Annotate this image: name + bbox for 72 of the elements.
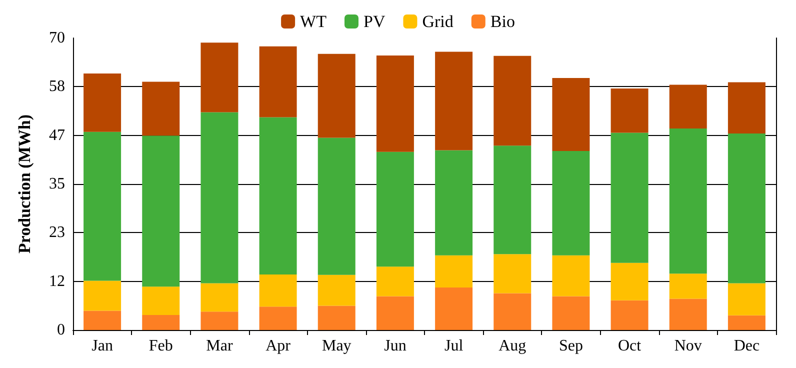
bar	[669, 84, 707, 129]
bar	[376, 152, 414, 267]
y-tick-label: 58	[49, 78, 65, 96]
bar	[318, 274, 356, 306]
legend-label: Bio	[490, 12, 515, 31]
bar	[259, 274, 297, 307]
bar	[494, 254, 532, 294]
legend-label: Grid	[422, 12, 454, 31]
bar	[84, 132, 122, 281]
x-tick-label: Oct	[618, 338, 642, 354]
legend-label: WT	[300, 12, 328, 31]
x-tick-label: Feb	[148, 338, 173, 354]
bar	[610, 88, 648, 133]
bar	[435, 255, 473, 288]
x-tick-label: Dec	[734, 338, 760, 354]
bar	[728, 315, 766, 330]
bar	[259, 117, 297, 275]
bar	[435, 287, 473, 330]
x-tick-label: Sep	[558, 338, 583, 354]
bar	[84, 280, 122, 311]
bar	[435, 52, 473, 150]
bar	[318, 138, 356, 275]
x-tick-label: May	[322, 338, 352, 354]
bar	[142, 286, 180, 315]
bar	[728, 82, 766, 134]
x-tick-label: Apr	[266, 338, 292, 354]
bar	[376, 56, 414, 152]
bar	[552, 78, 590, 152]
bar	[84, 310, 122, 330]
y-tick-label: 23	[49, 224, 65, 242]
x-tick-label: Jan	[92, 338, 113, 354]
y-axis-title: Production (MWh)	[15, 114, 34, 254]
bar	[494, 56, 532, 146]
bar	[200, 112, 238, 284]
bar	[669, 298, 707, 330]
bar	[84, 73, 122, 132]
x-tick-label: Nov	[674, 338, 702, 354]
bar	[376, 296, 414, 330]
bar	[376, 266, 414, 296]
bar	[318, 306, 356, 330]
bar	[552, 255, 590, 296]
bar	[494, 146, 532, 254]
bar	[610, 300, 648, 330]
y-tick-label: 35	[49, 176, 65, 192]
bar	[728, 283, 766, 316]
bar	[200, 283, 238, 312]
bar	[610, 262, 648, 300]
bar	[142, 314, 180, 330]
bar	[728, 134, 766, 284]
x-tick-label: Mar	[206, 338, 234, 354]
bar	[494, 293, 532, 330]
y-tick-label: 70	[49, 30, 65, 46]
y-tick-label: 0	[57, 322, 65, 338]
y-tick-label: 12	[49, 272, 65, 290]
bar	[200, 312, 238, 330]
bar	[552, 296, 590, 330]
legend-label: PV	[363, 12, 386, 31]
bar	[610, 132, 648, 263]
bar	[552, 151, 590, 256]
bar	[318, 54, 356, 138]
x-tick-label: Aug	[498, 338, 526, 354]
y-tick-label: 47	[49, 126, 65, 144]
bar	[669, 274, 707, 299]
bar	[259, 306, 297, 330]
x-tick-label: Jul	[444, 338, 464, 354]
bar	[669, 128, 707, 274]
x-tick-label: Jun	[384, 338, 406, 354]
bar	[259, 46, 297, 118]
bar	[200, 42, 238, 112]
bar	[435, 150, 473, 256]
bar	[142, 82, 180, 136]
bar	[142, 136, 180, 287]
